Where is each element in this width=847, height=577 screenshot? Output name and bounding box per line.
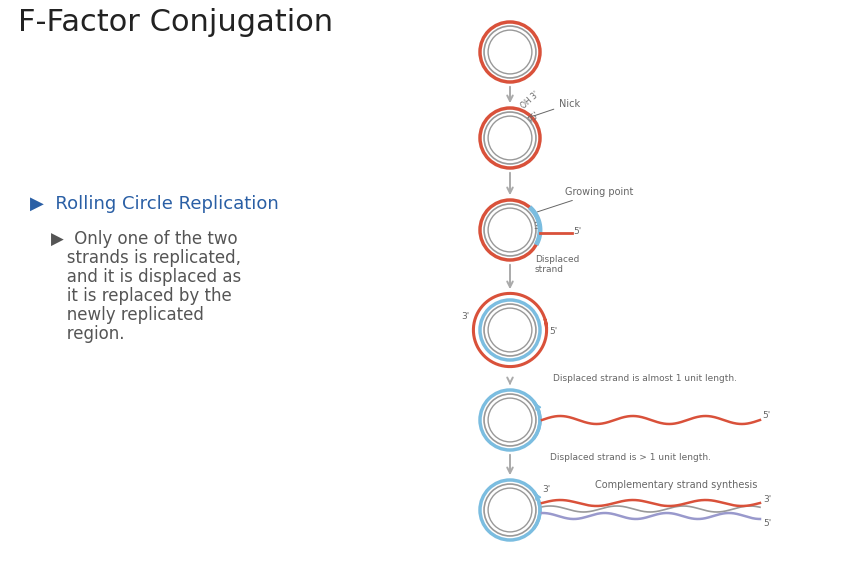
Text: 3': 3' [542, 485, 551, 494]
Text: Nick: Nick [534, 99, 580, 116]
Text: OH 3': OH 3' [519, 90, 541, 111]
Text: ▶  Rolling Circle Replication: ▶ Rolling Circle Replication [30, 195, 279, 213]
Text: 5': 5' [573, 227, 581, 235]
Text: P5': P5' [526, 110, 541, 125]
Text: 3': 3' [462, 312, 469, 321]
Text: and it is displaced as: and it is displaced as [30, 268, 241, 286]
Text: 5': 5' [762, 411, 770, 420]
Text: it is replaced by the: it is replaced by the [30, 287, 232, 305]
Text: Displaced
strand: Displaced strand [535, 254, 579, 274]
Text: newly replicated: newly replicated [30, 306, 204, 324]
Text: Growing point: Growing point [537, 187, 633, 212]
Text: region.: region. [30, 325, 125, 343]
Text: 5': 5' [550, 327, 558, 336]
Text: 5': 5' [763, 519, 772, 528]
Text: strands is replicated,: strands is replicated, [30, 249, 241, 267]
Text: Displaced strand is almost 1 unit length.: Displaced strand is almost 1 unit length… [552, 373, 737, 383]
Text: Displaced strand is > 1 unit length.: Displaced strand is > 1 unit length. [550, 453, 711, 462]
Text: 3': 3' [763, 495, 772, 504]
Text: 3': 3' [533, 222, 541, 231]
Text: Complementary strand synthesis: Complementary strand synthesis [595, 480, 757, 490]
Text: F-Factor Conjugation: F-Factor Conjugation [18, 8, 333, 37]
Text: ▶  Only one of the two: ▶ Only one of the two [30, 230, 238, 248]
